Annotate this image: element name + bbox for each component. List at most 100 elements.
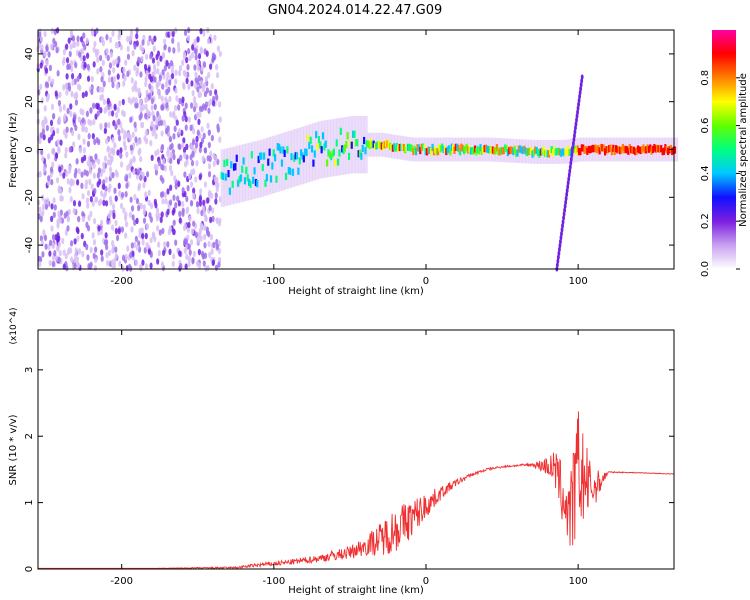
noise-cell — [77, 200, 82, 207]
noise-cell — [89, 107, 93, 114]
signal-cell — [360, 152, 363, 160]
noise-cell — [140, 121, 144, 129]
noise-cell — [160, 143, 165, 151]
noise-cell — [101, 59, 106, 67]
noise-cell — [210, 134, 214, 142]
noise-cell — [88, 178, 92, 186]
noise-cell — [173, 175, 177, 182]
signal-cell — [556, 147, 559, 156]
noise-cell — [157, 119, 161, 127]
signal-cell — [306, 134, 310, 142]
noise-cell — [134, 97, 138, 104]
signal-cell — [469, 147, 473, 155]
noise-cell — [81, 210, 85, 218]
noise-cell — [67, 82, 71, 89]
noise-cell — [192, 220, 196, 227]
noise-cell — [102, 183, 106, 190]
noise-cell — [67, 37, 71, 44]
signal-cell — [320, 146, 323, 154]
noise-cell — [199, 141, 203, 149]
noise-cell — [122, 140, 127, 147]
noise-cell — [205, 226, 209, 233]
noise-cell — [113, 142, 117, 149]
noise-cell — [111, 247, 115, 254]
signal-cell — [427, 146, 430, 154]
noise-cell — [107, 121, 111, 129]
drift-cell — [559, 239, 562, 245]
signal-cell — [405, 144, 408, 152]
noise-cell — [89, 210, 93, 218]
noise-cell — [92, 162, 96, 169]
noise-cell — [150, 202, 154, 210]
signal-cell — [228, 187, 231, 195]
noise-cell — [99, 219, 104, 227]
noise-cell — [84, 126, 88, 134]
noise-cell — [69, 247, 73, 254]
drift-cell — [578, 90, 582, 96]
signal-cell — [458, 148, 462, 156]
signal-cell — [584, 145, 588, 154]
signal-cell — [517, 145, 520, 153]
noise-cell — [97, 225, 101, 232]
signal-cell — [404, 146, 407, 154]
noise-cell — [85, 243, 89, 251]
noise-cell — [129, 144, 133, 151]
noise-cell — [111, 30, 115, 37]
noise-cell — [93, 40, 97, 48]
signal-cell — [332, 148, 336, 156]
noise-cell — [189, 124, 193, 132]
noise-cell — [87, 214, 91, 222]
noise-cell — [71, 79, 75, 86]
noise-cell — [159, 216, 163, 224]
noise-cell — [108, 159, 113, 166]
noise-cell — [128, 134, 132, 141]
signal-halo — [278, 133, 283, 192]
noise-cell — [153, 35, 157, 42]
signal-cell — [443, 145, 446, 153]
snr-xtick-label: -100 — [262, 576, 285, 587]
signal-cell — [226, 158, 229, 167]
noise-cell — [177, 200, 181, 207]
drift-cell — [579, 86, 583, 92]
signal-cell — [601, 144, 604, 152]
signal-cell — [399, 143, 403, 151]
noise-cell — [69, 29, 73, 36]
noise-cell — [190, 228, 195, 235]
noise-cell — [122, 66, 126, 74]
signal-cell — [331, 150, 334, 158]
signal-cell — [543, 149, 546, 157]
drift-cell — [560, 231, 563, 237]
drift-cell — [568, 164, 572, 170]
noise-cell — [57, 210, 61, 218]
noise-cell — [129, 158, 133, 165]
noise-cell — [194, 176, 198, 183]
noise-cell — [191, 150, 195, 158]
noise-cell — [106, 145, 111, 152]
noise-cell — [168, 164, 173, 172]
noise-cell — [71, 129, 75, 137]
signal-halo — [336, 118, 341, 176]
noise-cell — [181, 96, 185, 103]
noise-cell — [184, 115, 188, 123]
signal-cell — [367, 140, 370, 148]
noise-cell — [211, 215, 215, 223]
noise-cell — [218, 217, 222, 224]
signal-cell — [506, 148, 509, 157]
noise-cell — [172, 219, 176, 226]
noise-cell — [82, 32, 86, 39]
signal-halo — [296, 127, 301, 186]
noise-cell — [210, 248, 214, 255]
noise-cell — [159, 55, 163, 62]
noise-cell — [41, 209, 45, 217]
noise-cell — [55, 46, 59, 54]
signal-cell — [632, 146, 635, 154]
signal-cell — [339, 127, 342, 135]
noise-cell — [97, 199, 102, 207]
signal-cell — [532, 149, 536, 157]
noise-cell — [69, 110, 73, 118]
signal-cell — [317, 135, 321, 144]
signal-halo — [266, 137, 271, 195]
noise-cell — [160, 211, 164, 218]
signal-cell — [542, 146, 545, 154]
noise-cell — [55, 177, 60, 184]
